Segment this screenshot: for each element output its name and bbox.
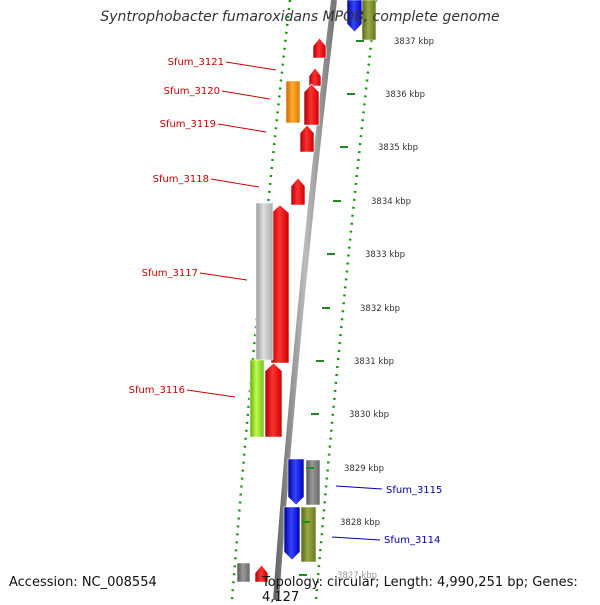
gene-red-3121[interactable]: [312, 37, 327, 59]
gene-label-leader: [225, 61, 277, 71]
gene-olive-top[interactable]: [361, 0, 377, 41]
gene-label[interactable]: Sfum_3118: [153, 174, 209, 185]
gene-label-leader: [210, 178, 260, 188]
gene-label[interactable]: Sfum_3120: [164, 86, 220, 97]
gene-red-bottom[interactable]: [254, 564, 269, 583]
gene-orange-3120[interactable]: [285, 80, 301, 124]
scale-ticks: 3837 kbp 3836 kbp 3835 kbp 3834 kbp 3833 kbp…: [299, 37, 434, 581]
gene-red-3118[interactable]: [290, 177, 306, 206]
gene-label-leader: [335, 485, 383, 490]
kbp-tick-label: 3836 kbp: [385, 90, 425, 100]
gene-label[interactable]: Sfum_3115: [386, 485, 442, 496]
gene-gray-3115[interactable]: [305, 459, 321, 506]
gene-label[interactable]: Sfum_3114: [384, 535, 440, 546]
gene-label-leader: [331, 536, 381, 541]
gene-label-leader: [221, 90, 271, 100]
gene-labels: Sfum_3121 Sfum_3120 Sfum_3119 Sfum_3118 Sfum…: [129, 57, 443, 546]
gene-label[interactable]: Sfum_3119: [160, 119, 216, 130]
gene-red-3119[interactable]: [299, 124, 315, 153]
gene-gray-bottom[interactable]: [236, 562, 251, 583]
gene-olive-3114[interactable]: [300, 506, 317, 563]
gene-blue-3114[interactable]: [283, 506, 301, 561]
gene-lime-3116[interactable]: [249, 359, 265, 438]
kbp-tick-label: 3834 kbp: [371, 197, 411, 207]
gene-label-leader: [217, 123, 267, 133]
kbp-tick-label: 3837 kbp: [394, 37, 434, 47]
gene-gray-3117[interactable]: [255, 202, 274, 361]
gene-label[interactable]: Sfum_3116: [129, 385, 185, 396]
kbp-tick-label: 3829 kbp: [344, 464, 384, 474]
kbp-tick-label: 3833 kbp: [365, 250, 405, 260]
kbp-tick-label: 3830 kbp: [349, 410, 389, 420]
kbp-tick-label: 3832 kbp: [360, 304, 400, 314]
gene-blue-3115[interactable]: [287, 458, 305, 506]
gene-features: [236, 0, 377, 583]
gene-label-leader: [186, 389, 236, 398]
kbp-tick-label: 3835 kbp: [378, 143, 418, 153]
gene-red-3120b[interactable]: [303, 83, 320, 126]
gene-red-3120a[interactable]: [308, 67, 322, 87]
page-title: Syntrophobacter fumaroxidans MPOB, compl…: [100, 9, 500, 25]
accession-text: Accession: NC_008554: [9, 575, 157, 590]
kbp-tick-label: 3831 kbp: [354, 357, 394, 367]
gene-label[interactable]: Sfum_3121: [168, 57, 224, 68]
gene-red-3117[interactable]: [270, 204, 290, 364]
kbp-tick-label: 3827 kbp: [337, 571, 377, 581]
genome-backbone: [273, 0, 337, 600]
gene-red-3116[interactable]: [264, 362, 283, 438]
gene-label[interactable]: Sfum_3117: [142, 268, 198, 279]
kbp-tick-label: 3828 kbp: [340, 518, 380, 528]
gene-blue-top[interactable]: [346, 0, 363, 33]
gene-label-leader: [199, 272, 248, 281]
topology-text: Topology: circular; Length: 4,990,251 bp…: [262, 575, 578, 605]
